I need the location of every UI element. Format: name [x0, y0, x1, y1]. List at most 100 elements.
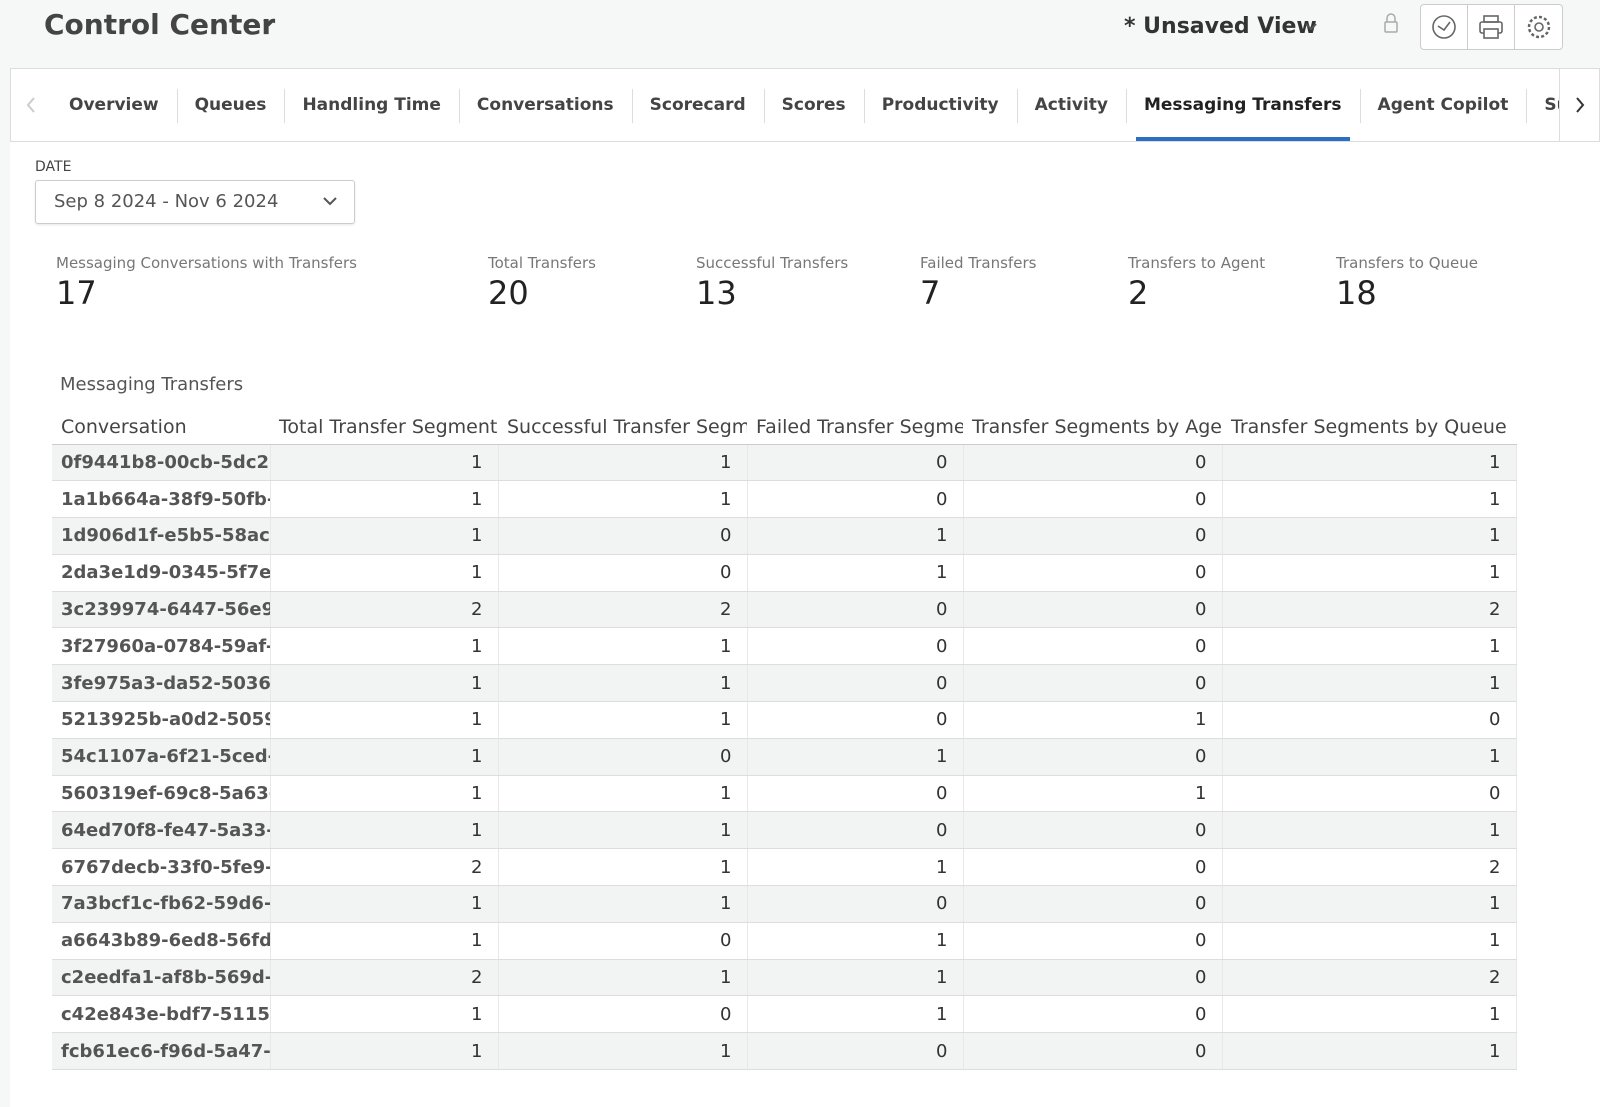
conversation-id[interactable]: a6643b89-6ed8-56fd-8	[52, 922, 271, 960]
cell: 0	[963, 1032, 1223, 1071]
column-header[interactable]: Successful Transfer Segmen	[498, 408, 747, 445]
view-caret[interactable]	[1304, 22, 1318, 32]
cell: 1	[498, 701, 748, 739]
cell: 2	[270, 959, 499, 997]
column-header[interactable]: Transfer Segments by Agent	[963, 408, 1222, 445]
table-row: 2da3e1d9-0345-5f7e-a 1 0 1 0 1	[52, 554, 1517, 592]
tab[interactable]: Scores	[763, 69, 864, 141]
cell: 1	[1222, 480, 1517, 519]
conversation-id[interactable]: c42e843e-bdf7-5115-9	[52, 995, 271, 1034]
cell: 1	[1222, 922, 1517, 960]
date-caret	[323, 197, 337, 206]
column-header[interactable]: Failed Transfer Segment	[747, 408, 963, 445]
cell: 1	[498, 664, 748, 703]
cell: 1	[747, 922, 964, 960]
kpi: Successful Transfers 13	[696, 254, 848, 312]
cell: 2	[1222, 959, 1517, 997]
kpi-label: Successful Transfers	[696, 254, 849, 272]
content: DATE Sep 8 2024 - Nov 6 2024 Messaging C…	[10, 142, 1600, 1107]
conversation-id[interactable]: 64ed70f8-fe47-5a33-96	[52, 811, 271, 850]
cell: 0	[963, 627, 1223, 666]
column-header[interactable]: Total Transfer Segments	[270, 408, 498, 445]
kpi-label: Messaging Conversations with Transfers	[56, 254, 357, 272]
schedule-button[interactable]	[1421, 5, 1468, 49]
cell: 0	[498, 554, 748, 592]
tab[interactable]: Scorecard	[631, 69, 764, 141]
conversation-id[interactable]: 0f9441b8-00cb-5dc2-9	[52, 444, 271, 482]
conversation-id[interactable]: 3c239974-6447-56e9-a	[52, 591, 271, 629]
tab[interactable]: Agent Copilot	[1359, 69, 1527, 141]
cell: 1	[270, 885, 499, 923]
tab[interactable]: Overview	[69, 95, 159, 115]
filter-label: DATE	[35, 159, 72, 175]
tab[interactable]: Messaging Transfers	[1125, 69, 1360, 141]
table-row: 54c1107a-6f21-5ced-b 1 0 1 0 1	[52, 738, 1517, 776]
print-button[interactable]	[1468, 5, 1515, 49]
cell: 1	[1222, 738, 1517, 776]
kpi: Failed Transfers 7	[920, 254, 1036, 312]
transfers-table: Conversation Total Transfer Segments Succe…	[52, 408, 1517, 1071]
cell: 0	[747, 1032, 964, 1071]
conversation-id[interactable]: 560319ef-69c8-5a63-9	[52, 775, 271, 813]
conversation-id[interactable]: c2eedfa1-af8b-569d-a9	[52, 959, 271, 997]
conversation-id[interactable]: 7a3bcf1c-fb62-59d6-b1	[52, 885, 271, 923]
view-selector[interactable]: * Unsaved View	[1124, 14, 1317, 39]
cell: 0	[963, 554, 1223, 592]
kpi-value: 18	[1336, 274, 1377, 312]
table-row: 0f9441b8-00cb-5dc2-9 1 1 0 0 1	[52, 444, 1517, 482]
kpi-label: Transfers to Queue	[1336, 254, 1479, 272]
kpi-label: Transfers to Agent	[1128, 254, 1266, 272]
tab[interactable]: Handling Time	[284, 69, 458, 141]
cell: 0	[963, 664, 1223, 703]
cell: 1	[1222, 517, 1517, 555]
kpi: Transfers to Queue 18	[1336, 254, 1478, 312]
cell: 0	[963, 591, 1223, 629]
cell: 1	[1222, 627, 1517, 666]
conversation-id[interactable]: 2da3e1d9-0345-5f7e-a	[52, 554, 271, 592]
title-caret[interactable]	[262, 18, 276, 28]
cell: 0	[747, 775, 964, 813]
lock-icon[interactable]	[1383, 12, 1399, 34]
conversation-id[interactable]: fcb61ec6-f96d-5a47-b0	[52, 1032, 271, 1071]
table-row: 64ed70f8-fe47-5a33-9611001	[52, 811, 1517, 850]
settings-button[interactable]	[1515, 5, 1562, 49]
cell: 0	[963, 738, 1223, 776]
dashboard-title[interactable]: Control Center	[44, 8, 276, 41]
cell: 1	[1222, 1032, 1517, 1071]
table-row: c42e843e-bdf7-5115-9 1 0 1 0 1	[52, 995, 1517, 1034]
cell: 0	[747, 444, 964, 482]
kpi-value: 20	[488, 274, 529, 312]
column-header[interactable]: Transfer Segments by Queue	[1222, 408, 1516, 445]
cell: 0	[963, 922, 1223, 960]
cell: 0	[747, 701, 964, 739]
conversation-id[interactable]: 1d906d1f-e5b5-58ac-b	[52, 517, 271, 555]
table-row: 3f27960a-0784-59af-8311001	[52, 627, 1517, 666]
conversation-id[interactable]: 54c1107a-6f21-5ced-b	[52, 738, 271, 776]
column-header[interactable]: Conversation	[52, 408, 270, 445]
conversation-id[interactable]: 1a1b664a-38f9-50fb-91	[52, 480, 271, 519]
tab[interactable]: Conversations	[458, 69, 632, 141]
conversation-id[interactable]: 3f27960a-0784-59af-83	[52, 627, 271, 666]
cell: 1	[270, 554, 499, 592]
tab[interactable]: Productivity	[863, 69, 1017, 141]
kpi: Total Transfers 20	[488, 254, 596, 312]
tab[interactable]: Queues	[176, 69, 285, 141]
conversation-id[interactable]: 6767decb-33f0-5fe9-a1	[52, 848, 271, 887]
tab-scroll-right[interactable]	[1559, 69, 1599, 141]
cell: 0	[963, 995, 1223, 1034]
kpi-value: 17	[56, 274, 97, 312]
cell: 0	[747, 885, 964, 923]
cell: 1	[498, 885, 748, 923]
cell: 1	[270, 517, 499, 555]
table-title: Messaging Transfers	[60, 374, 244, 395]
tab[interactable]: Activity	[1016, 69, 1126, 141]
header-row: Conversation Total Transfer Segments Succe…	[52, 408, 1516, 445]
conversation-id[interactable]: 5213925b-a0d2-5059-8	[52, 701, 271, 739]
cell: 2	[1222, 848, 1517, 887]
cell: 0	[963, 444, 1223, 482]
conversation-id[interactable]: 3fe975a3-da52-5036-9	[52, 664, 271, 703]
date-picker[interactable]: Sep 8 2024 - Nov 6 2024	[35, 180, 355, 224]
tab-scroll-left[interactable]	[11, 95, 51, 115]
table-row: c2eedfa1-af8b-569d-a921102	[52, 959, 1517, 997]
cell: 1	[1222, 554, 1517, 592]
